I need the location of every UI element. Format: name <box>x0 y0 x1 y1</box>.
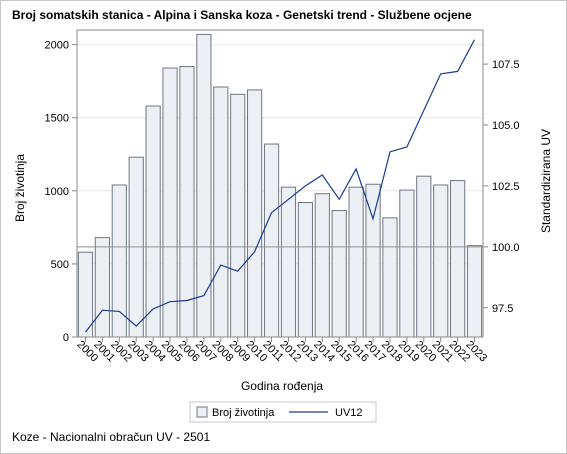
bar <box>399 189 415 338</box>
x-axis-label: Godina rođenja <box>241 379 323 393</box>
bar <box>297 202 313 338</box>
bar <box>280 186 297 338</box>
bar <box>94 237 110 338</box>
y2-tick-label: 107.5 <box>492 59 520 71</box>
legend-bar-swatch <box>196 406 208 418</box>
bar <box>365 183 381 338</box>
footnote: Koze - Nacionalni obračun UV - 2501 <box>12 430 211 444</box>
y2-tick-label: 100.0 <box>492 242 520 254</box>
bar <box>433 184 449 338</box>
bar <box>213 86 229 338</box>
legend: Broj životinja UV12 <box>189 401 377 423</box>
bar <box>314 193 330 338</box>
bar <box>179 66 195 338</box>
y-tick-label: 1500 <box>45 113 69 125</box>
bar <box>331 210 347 338</box>
bar <box>77 251 94 338</box>
bar <box>416 175 432 338</box>
uv12-line <box>85 39 476 333</box>
bar <box>466 245 483 338</box>
y2-axis-label: Standardizirana UV <box>539 129 553 233</box>
bar <box>247 89 263 338</box>
chart-title: Broj somatskih stanica - Alpina i Sanska… <box>12 8 472 22</box>
bar <box>162 67 178 338</box>
bar <box>111 184 127 338</box>
line-series <box>85 39 476 333</box>
legend-box <box>189 401 377 423</box>
bar <box>348 186 364 338</box>
y-tick-label: 500 <box>51 259 69 271</box>
bar <box>230 93 246 338</box>
legend-bar-label: Broj životinja <box>212 407 275 419</box>
y2-tick-label: 102.5 <box>492 181 520 193</box>
bar <box>450 180 466 338</box>
plot-frame <box>76 29 484 338</box>
y-tick-label: 0 <box>63 332 69 344</box>
y2-tick-label: 97.5 <box>492 303 513 315</box>
bar <box>382 217 398 338</box>
legend-line-label: UV12 <box>335 407 363 419</box>
y-axis-label: Broj životinja <box>13 154 27 222</box>
bar <box>145 105 161 338</box>
bar <box>196 33 212 338</box>
y-tick-label: 2000 <box>45 40 69 52</box>
axes: 0 500 1000 1500 2000 97.5 100.0 102.5 105.0 107.5… <box>45 29 520 364</box>
bar <box>263 143 280 338</box>
bar-series <box>77 33 483 338</box>
y2-tick-label: 105.0 <box>492 120 520 132</box>
y-tick-label: 1000 <box>45 186 69 198</box>
